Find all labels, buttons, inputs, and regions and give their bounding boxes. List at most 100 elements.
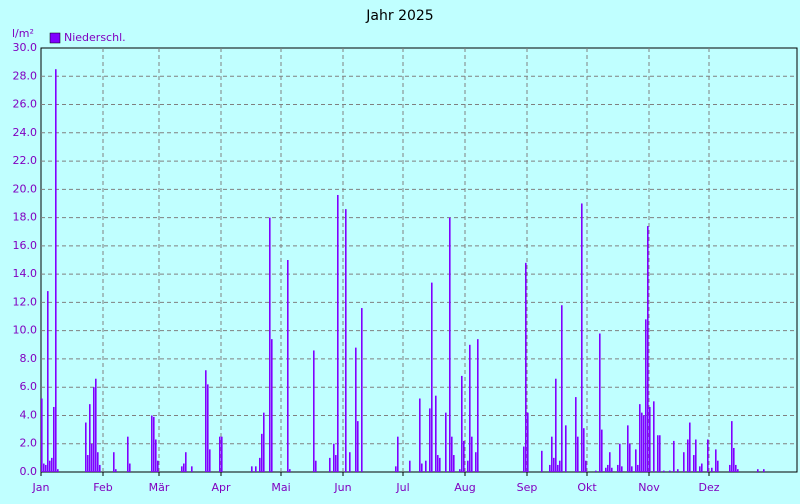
bar [699, 466, 701, 472]
bar [557, 464, 559, 472]
bar [53, 406, 55, 472]
y-tick-label: 0.0 [20, 465, 38, 478]
bar [345, 209, 347, 472]
bar [735, 464, 737, 472]
bar [689, 422, 691, 472]
bar [551, 436, 553, 472]
bar [583, 428, 585, 472]
bar [85, 422, 87, 472]
bar [733, 447, 735, 472]
bar [619, 443, 621, 472]
y-tick-label: 24.0 [13, 126, 38, 139]
chart-title: Jahr 2025 [365, 8, 433, 24]
bar [653, 401, 655, 472]
x-tick-label: Mär [149, 481, 170, 494]
bar [527, 412, 529, 472]
bar [41, 398, 43, 472]
bar [647, 226, 649, 472]
bar [429, 408, 431, 472]
bar [157, 460, 159, 472]
legend-swatch [49, 32, 61, 44]
y-tick-label: 20.0 [13, 182, 38, 195]
bar [657, 435, 659, 472]
x-tick-label: Feb [93, 481, 112, 494]
bar [271, 339, 273, 472]
bar [57, 469, 59, 472]
bar [397, 436, 399, 472]
bar [191, 466, 193, 472]
bar [127, 436, 129, 472]
bar [711, 467, 713, 472]
bar [355, 347, 357, 472]
x-tick-label: Okt [577, 481, 597, 494]
y-tick-label: 28.0 [13, 69, 38, 82]
bar [669, 470, 671, 472]
bar [409, 460, 411, 472]
bar [47, 291, 49, 472]
bar [181, 466, 183, 472]
bar [609, 452, 611, 472]
bar [51, 457, 53, 472]
bar [607, 464, 609, 472]
y-tick-label: 8.0 [20, 352, 38, 365]
bar [683, 452, 685, 472]
bar [561, 305, 563, 472]
bar [715, 449, 717, 472]
bar [621, 466, 623, 472]
x-tick-label: Nov [638, 481, 660, 494]
bar [565, 425, 567, 472]
bar [575, 397, 577, 472]
bar [99, 464, 101, 472]
y-tick-label: 18.0 [13, 211, 38, 224]
bar [151, 415, 153, 472]
bar [333, 443, 335, 472]
y-tick-label: 26.0 [13, 98, 38, 111]
y-tick-label: 16.0 [13, 239, 38, 252]
y-axis-label: l/m² [12, 27, 34, 40]
bar [659, 435, 661, 472]
bar [701, 463, 703, 472]
bar [541, 450, 543, 472]
bar [419, 398, 421, 472]
bar [451, 436, 453, 472]
bar [431, 282, 433, 472]
bar [559, 460, 561, 472]
y-tick-label: 12.0 [13, 295, 38, 308]
bar [49, 460, 51, 472]
bar [687, 439, 689, 472]
legend-label: Niederschl. [64, 31, 126, 44]
bar [45, 464, 47, 472]
bar [445, 412, 447, 472]
bar [263, 412, 265, 472]
bar [335, 455, 337, 472]
x-tick-label: Jul [395, 481, 409, 494]
y-tick-label: 10.0 [13, 324, 38, 337]
bar [595, 470, 597, 472]
bar [729, 464, 731, 472]
bar [97, 452, 99, 472]
bar [91, 443, 93, 472]
bar [639, 404, 641, 472]
bar [459, 469, 461, 472]
bar [113, 452, 115, 472]
bar [453, 455, 455, 472]
x-tick-label: Jun [333, 481, 351, 494]
bar [585, 460, 587, 472]
bar [437, 455, 439, 472]
bar [637, 464, 639, 472]
bar [207, 384, 209, 472]
bar [185, 452, 187, 472]
bar [737, 469, 739, 472]
bar [287, 260, 289, 472]
bar [183, 463, 185, 472]
bar [611, 467, 613, 472]
bar [555, 378, 557, 472]
bar [469, 344, 471, 472]
bar [95, 378, 97, 472]
bar [115, 469, 117, 472]
bar [617, 464, 619, 472]
bar [673, 440, 675, 472]
y-tick-label: 6.0 [20, 380, 38, 393]
